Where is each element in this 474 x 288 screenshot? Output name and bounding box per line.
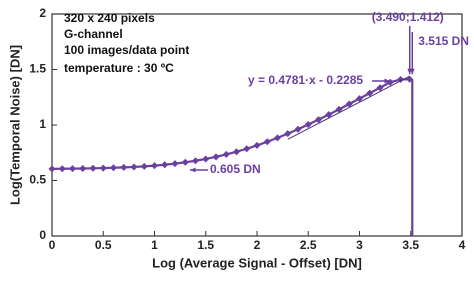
x-tick-label: 1: [151, 238, 158, 252]
marker: [397, 75, 404, 83]
marker: [99, 164, 107, 172]
marker: [376, 84, 384, 92]
marker: [335, 105, 343, 113]
x-tick-label: 3: [356, 238, 363, 252]
annotation: 3.515 DN: [418, 34, 469, 48]
y-tick-label: 2: [39, 6, 46, 20]
marker: [110, 164, 117, 172]
y-tick-label: 1.5: [29, 62, 46, 76]
marker: [89, 164, 97, 172]
marker: [212, 153, 220, 161]
marker: [58, 165, 66, 173]
x-tick-label: 4: [459, 238, 466, 252]
marker: [315, 116, 322, 124]
marker: [366, 89, 374, 97]
x-tick-label: 0: [49, 238, 56, 252]
y-tick-label: 0: [39, 228, 46, 242]
marker: [69, 165, 76, 173]
marker: [130, 163, 138, 171]
y-tick-label: 0.5: [29, 173, 46, 187]
y-axis-label: Log(Temporal Noise) [DN]: [7, 45, 22, 205]
marker: [325, 111, 333, 119]
x-tick-label: 2.5: [300, 238, 317, 252]
x-tick-label: 0.5: [95, 238, 112, 252]
marker: [79, 165, 87, 173]
x-tick-label: 1.5: [197, 238, 214, 252]
marker: [304, 121, 312, 129]
arrow-head: [409, 68, 415, 75]
marker: [181, 158, 189, 166]
marker: [233, 148, 240, 156]
marker: [263, 138, 271, 146]
marker: [345, 100, 353, 108]
annotation: y = 0.4781·x - 0.2285: [248, 73, 363, 87]
marker: [151, 162, 158, 170]
arrow-head: [384, 78, 390, 84]
annotation: (3.490;1.412): [372, 10, 444, 24]
marker: [253, 141, 261, 149]
info-line: 100 images/data point: [64, 43, 189, 57]
marker: [48, 165, 56, 173]
marker: [294, 125, 302, 133]
x-tick-label: 2: [254, 238, 261, 252]
marker: [222, 150, 230, 158]
info-line: temperature : 30 ºC: [64, 61, 174, 75]
marker: [171, 160, 179, 168]
marker: [202, 155, 210, 163]
marker: [243, 145, 251, 153]
marker: [356, 95, 363, 103]
arrow-head: [190, 167, 196, 173]
series-line: [51, 78, 410, 170]
marker: [120, 163, 128, 171]
x-tick-label: 3.5: [402, 238, 419, 252]
series-line: [287, 75, 410, 140]
x-axis-label: Log (Average Signal - Offset) [DN]: [152, 255, 362, 270]
info-line: G-channel: [64, 27, 123, 41]
info-line: 320 x 240 pixels: [64, 11, 155, 25]
marker: [192, 157, 199, 165]
marker: [274, 134, 281, 142]
annotation: 0.605 DN: [210, 162, 261, 176]
y-tick-label: 1: [39, 117, 46, 131]
marker: [284, 130, 292, 138]
marker: [161, 161, 169, 169]
marker: [140, 162, 148, 170]
